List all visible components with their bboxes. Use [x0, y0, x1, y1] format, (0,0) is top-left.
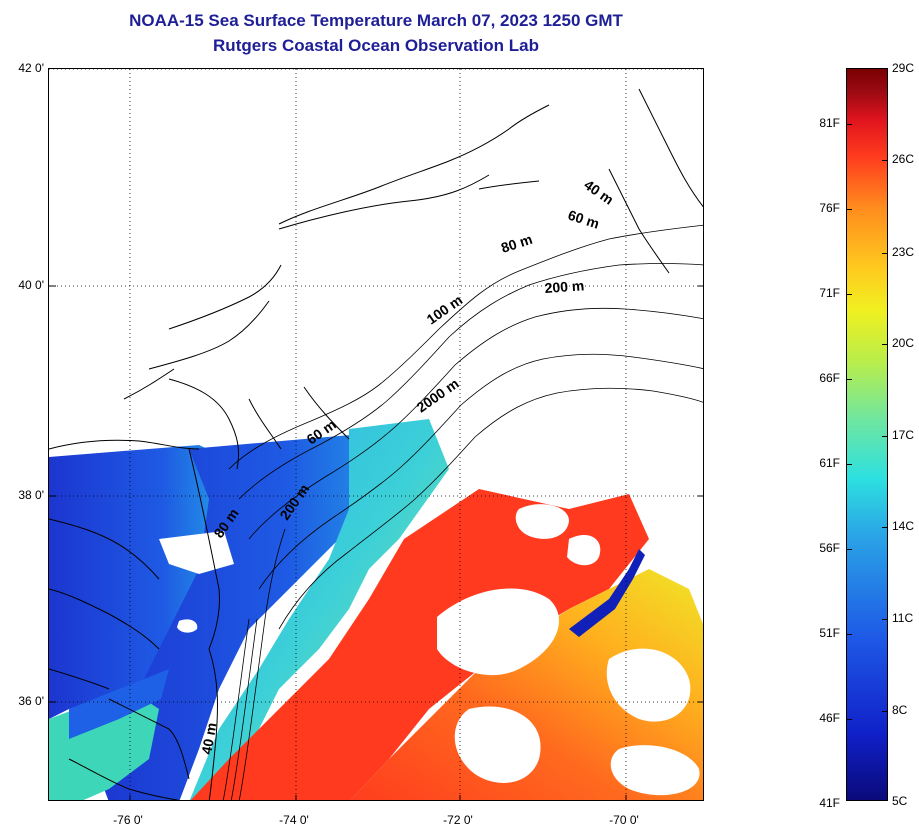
- colorbar-celsius-label: 11C: [892, 611, 914, 625]
- colorbar-tick: [882, 253, 888, 254]
- map-subtitle: Rutgers Coastal Ocean Observation Lab: [213, 36, 539, 55]
- colorbar-celsius-label: 8C: [892, 703, 908, 717]
- depth-label: 200 m: [544, 277, 585, 296]
- colorbar-fahrenheit-label: 41F: [819, 796, 840, 810]
- colorbar-celsius-label: 5C: [892, 794, 908, 808]
- lon-label-76: -76 0': [113, 813, 143, 827]
- colorbar-celsius-label: 20C: [892, 336, 915, 350]
- colorbar-tick: [846, 209, 852, 210]
- colorbar-fahrenheit-label: 51F: [819, 626, 840, 640]
- lon-label-72: -72 0': [443, 813, 473, 827]
- colorbar-fahrenheit-label: 46F: [819, 711, 840, 725]
- colorbar-fahrenheit-label: 56F: [819, 541, 840, 555]
- lat-label-38: 38 0': [18, 488, 44, 502]
- colorbar-celsius-label: 26C: [892, 152, 915, 166]
- lon-label-74: -74 0': [279, 813, 309, 827]
- depth-label: 60 m: [566, 207, 601, 232]
- colorbar-fahrenheit-label: 76F: [819, 201, 840, 215]
- depth-label: 80 m: [499, 231, 534, 256]
- colorbar-tick: [846, 549, 852, 550]
- colorbar-tick: [846, 124, 852, 125]
- colorbar-fahrenheit-label: 61F: [819, 456, 840, 470]
- colorbar-celsius-label: 17C: [892, 428, 915, 442]
- colorbar-tick: [846, 464, 852, 465]
- depth-label: 40 m: [581, 176, 616, 207]
- colorbar-fahrenheit-label: 71F: [819, 286, 840, 300]
- sst-map-canvas: 40 m 60 m 80 m 200 m 100 m 2000 m 60 m 8…: [49, 69, 703, 800]
- colorbar-tick: [846, 294, 852, 295]
- colorbar-celsius-label: 29C: [892, 61, 915, 75]
- colorbar-tick: [882, 527, 888, 528]
- colorbar-tick: [882, 160, 888, 161]
- colorbar-tick: [882, 436, 888, 437]
- sst-data-field: [49, 419, 703, 800]
- colorbar-celsius-label: 14C: [892, 519, 915, 533]
- depth-label: 2000 m: [414, 375, 462, 415]
- lat-label-40: 40 0': [18, 278, 44, 292]
- lat-label-36: 36 0': [18, 694, 44, 708]
- lat-label-42: 42 0': [18, 61, 44, 75]
- bathymetry-contours: [222, 224, 703, 800]
- temperature-colorbar: [846, 68, 888, 801]
- coastline: [49, 88, 703, 800]
- colorbar-celsius-label: 23C: [892, 245, 915, 259]
- colorbar-tick: [882, 344, 888, 345]
- colorbar-tick: [846, 379, 852, 380]
- colorbar-fahrenheit-label: 66F: [819, 371, 840, 385]
- depth-label: 40 m: [198, 721, 219, 755]
- colorbar-tick: [882, 619, 888, 620]
- map-title: NOAA-15 Sea Surface Temperature March 07…: [129, 11, 623, 30]
- sst-map[interactable]: 40 m 60 m 80 m 200 m 100 m 2000 m 60 m 8…: [48, 68, 704, 801]
- depth-label: 100 m: [424, 292, 466, 328]
- cloud-mask: [159, 504, 700, 796]
- colorbar-tick: [846, 719, 852, 720]
- frame-ticks: [49, 285, 703, 800]
- graticule: [49, 69, 703, 800]
- colorbar-tick: [882, 711, 888, 712]
- lon-label-70: -70 0': [609, 813, 639, 827]
- colorbar-tick: [846, 634, 852, 635]
- colorbar-fahrenheit-label: 81F: [819, 116, 840, 130]
